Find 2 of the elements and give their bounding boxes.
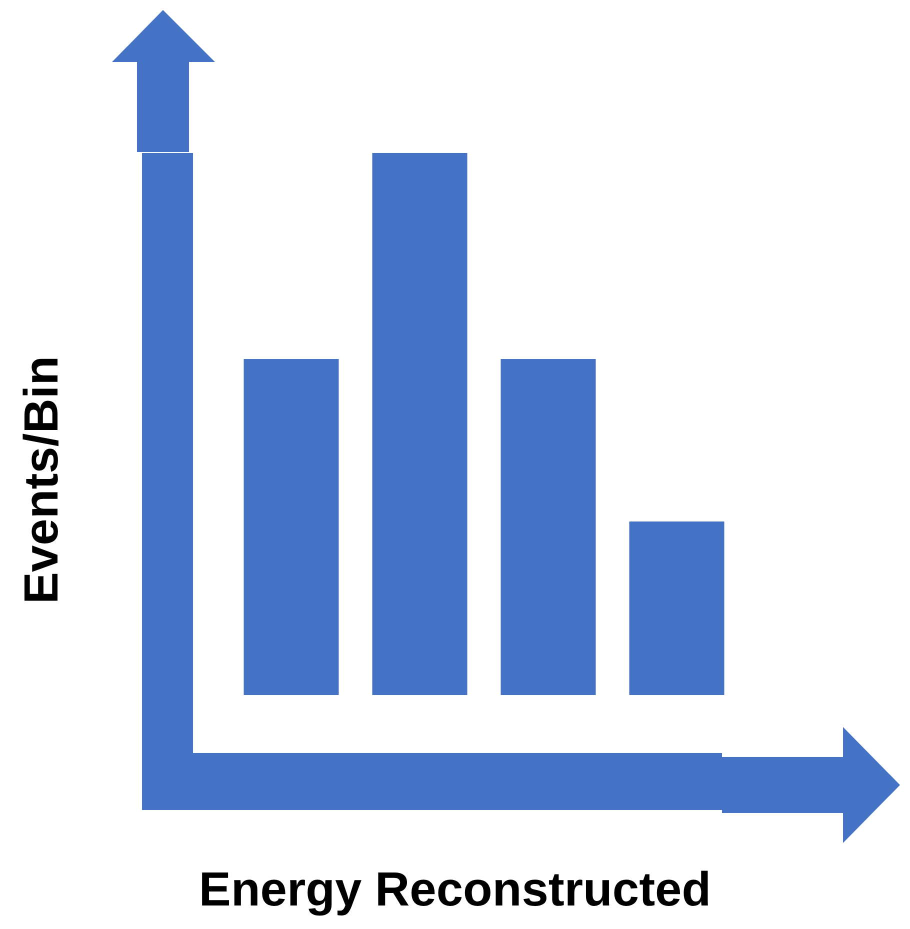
x-axis-title: Energy Reconstructed (198, 864, 712, 916)
y-axis-title: Events/Bin (16, 356, 68, 604)
